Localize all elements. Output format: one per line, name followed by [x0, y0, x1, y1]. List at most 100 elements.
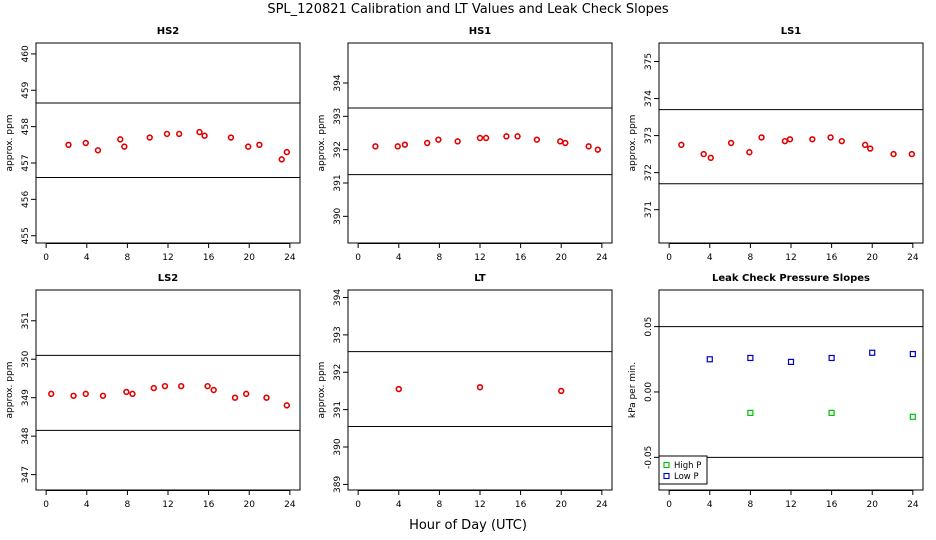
y-tick-label: 393	[333, 108, 343, 125]
data-point	[890, 150, 897, 158]
y-axis-label: approx. ppm	[5, 362, 15, 419]
y-tick-label: 0.05	[644, 317, 654, 337]
data-point	[869, 349, 876, 356]
data-point	[533, 136, 541, 143]
data-point	[809, 136, 816, 143]
data-point	[758, 134, 765, 141]
data-point	[594, 146, 601, 153]
x-tick-label: 24	[907, 253, 919, 263]
data-point	[585, 143, 592, 150]
y-tick-label: 0.00	[644, 382, 654, 402]
x-tick-label: 0	[666, 253, 672, 263]
data-point	[476, 134, 484, 142]
data-point	[123, 388, 130, 396]
data-point	[82, 139, 89, 147]
data-point	[175, 130, 183, 138]
x-tick-label: 4	[396, 500, 402, 510]
x-tick-label: 16	[515, 253, 527, 263]
panel-title: HS2	[157, 26, 180, 37]
x-tick-label: 24	[907, 500, 919, 510]
data-point	[121, 143, 128, 150]
data-point	[242, 390, 250, 398]
panel-1: HS2 0 4 8 12 16 20 24 455 456 457 458 459 460 approx. …	[5, 26, 301, 263]
panel-2: HS1 0 4 8 12 16 20 24 390 391 392 393 394 approx. ppm	[317, 26, 613, 263]
data-point	[256, 141, 263, 149]
x-tick-label: 4	[707, 500, 713, 510]
x-tick-label: 0	[43, 500, 49, 510]
data-point	[163, 130, 171, 138]
data-point	[558, 387, 565, 395]
data-point	[435, 136, 442, 143]
x-tick-label: 4	[707, 253, 713, 263]
y-tick-label: 389	[333, 476, 343, 493]
y-tick-label: 375	[644, 53, 654, 70]
x-tick-label: 8	[125, 253, 131, 263]
y-tick-label: 347	[21, 466, 31, 483]
panel-title: HS1	[469, 26, 492, 37]
x-tick-label: 8	[748, 253, 754, 263]
data-point	[227, 134, 235, 141]
x-tick-label: 20	[867, 253, 879, 263]
x-tick-label: 8	[125, 500, 131, 510]
data-point	[909, 350, 916, 358]
legend-label: High P	[674, 461, 701, 471]
y-tick-label: 390	[333, 438, 343, 455]
data-point	[781, 137, 789, 145]
x-axis-caption: Hour of Day (UTC)	[409, 518, 527, 533]
data-point	[514, 133, 521, 140]
data-point	[178, 382, 185, 390]
data-point	[395, 385, 402, 393]
plot-frame	[347, 42, 613, 244]
y-tick-label: 351	[21, 312, 31, 329]
data-point	[747, 354, 754, 362]
data-point	[201, 132, 208, 139]
panel-4: LS2 0 4 8 12 16 20 24 347 348 349 350 351 approx. ppm	[5, 273, 301, 510]
y-tick-label: 460	[21, 45, 31, 62]
data-point	[283, 148, 290, 156]
panel-6: Leak Check Pressure Slopes 0 4 8 12 16 20 24 -0.…	[628, 273, 924, 510]
x-tick-label: 4	[84, 500, 90, 510]
data-point	[747, 409, 754, 416]
data-point	[503, 133, 510, 140]
y-tick-label: 391	[333, 401, 343, 418]
data-point	[562, 139, 569, 147]
data-point	[908, 150, 916, 158]
y-tick-label: 459	[21, 81, 31, 98]
data-point	[909, 413, 916, 420]
data-point	[210, 386, 217, 394]
y-tick-label: -0.05	[644, 446, 654, 469]
x-tick-label: 8	[748, 500, 754, 510]
legend-box	[658, 455, 708, 485]
y-tick-label: 392	[333, 141, 343, 158]
legend-marker	[663, 461, 670, 469]
y-axis-label: approx. ppm	[317, 115, 327, 172]
x-tick-label: 16	[203, 253, 215, 263]
data-point	[746, 149, 753, 156]
plot-frame	[658, 42, 924, 244]
y-tick-label: 350	[21, 350, 31, 367]
data-point	[48, 390, 55, 398]
x-tick-label: 4	[84, 253, 90, 263]
y-axis-label: approx. ppm	[5, 115, 15, 172]
x-tick-label: 12	[785, 500, 796, 510]
data-point	[245, 143, 252, 150]
x-tick-label: 12	[162, 253, 173, 263]
panel-3: LS1 0 4 8 12 16 20 24 371 372 373 374 375 approx. ppm	[628, 26, 924, 263]
data-point	[827, 134, 834, 141]
data-point	[82, 390, 89, 398]
y-tick-label: 373	[644, 127, 654, 144]
x-tick-label: 16	[203, 500, 215, 510]
data-point	[65, 141, 72, 149]
x-tick-label: 16	[826, 500, 838, 510]
plot-frame	[35, 289, 301, 491]
panel-title: LT	[474, 273, 486, 284]
x-tick-label: 0	[43, 253, 49, 263]
data-point	[401, 141, 409, 148]
data-point	[394, 143, 401, 150]
y-tick-label: 374	[644, 90, 654, 107]
y-tick-label: 390	[333, 207, 343, 224]
data-point	[150, 384, 157, 392]
y-tick-label: 349	[21, 389, 31, 406]
y-tick-label: 393	[333, 326, 343, 343]
